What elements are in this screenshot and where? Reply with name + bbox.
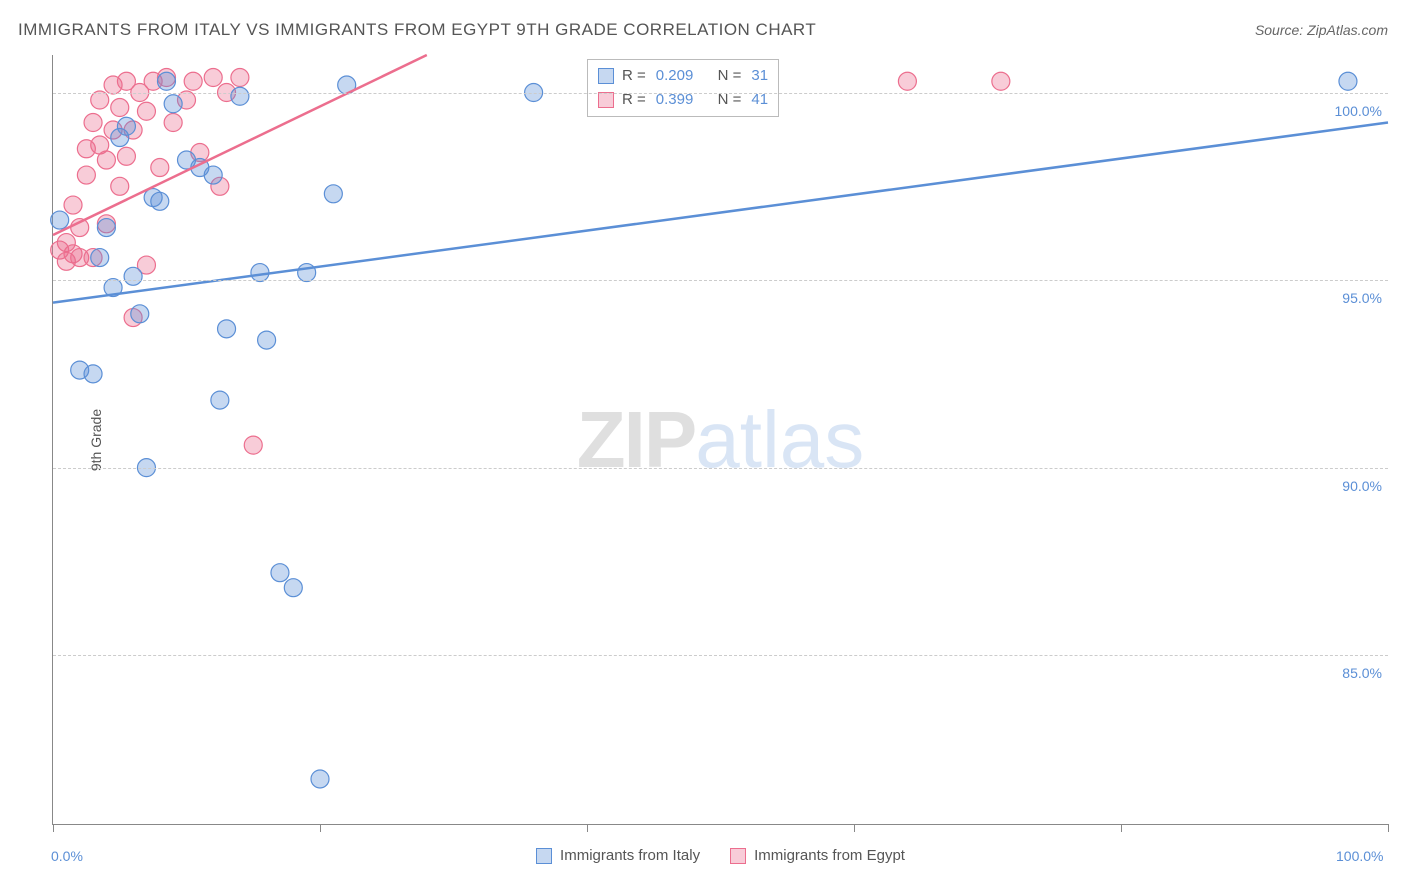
data-point [77,166,95,184]
legend-row: R = 0.209 N = 31 [598,64,768,88]
legend-label: Immigrants from Italy [560,847,700,864]
data-point [51,211,69,229]
y-tick-label: 85.0% [1342,665,1382,681]
data-point [271,564,289,582]
data-point [124,267,142,285]
data-point [324,185,342,203]
data-point [1339,72,1357,90]
legend-swatch [598,92,614,108]
data-point [84,114,102,132]
data-point [164,114,182,132]
data-point [244,436,262,454]
data-point [204,166,222,184]
legend-item: Immigrants from Italy [536,847,700,864]
data-point [111,177,129,195]
data-point [157,72,175,90]
data-point [231,69,249,87]
data-point [211,391,229,409]
data-point [117,117,135,135]
data-point [137,102,155,120]
x-tick-label: 100.0% [1336,848,1383,864]
data-point [111,99,129,117]
x-tick [587,824,588,832]
data-point [64,196,82,214]
series-legend: Immigrants from Italy Immigrants from Egy… [53,847,1388,864]
chart-svg [53,55,1388,824]
data-point [91,91,109,109]
legend-swatch [536,848,552,864]
legend-n-value: 31 [751,64,768,88]
data-point [117,147,135,165]
data-point [97,219,115,237]
data-point [151,192,169,210]
data-point [84,365,102,383]
legend-swatch [598,68,614,84]
x-tick [1388,824,1389,832]
data-point [231,87,249,105]
correlation-legend: R =0.209 N =31 R =0.399 N =41 [587,59,779,117]
x-tick [320,824,321,832]
data-point [284,579,302,597]
plot-area: 9th Grade ZIPatlas R =0.209 N =31 R =0.3… [52,55,1388,825]
gridline [53,655,1388,656]
legend-label: Immigrants from Egypt [754,847,905,864]
legend-item: Immigrants from Egypt [730,847,905,864]
source-credit: Source: ZipAtlas.com [1255,22,1388,38]
data-point [258,331,276,349]
data-point [184,72,202,90]
data-point [91,249,109,267]
x-tick-label: 0.0% [51,848,83,864]
y-tick-label: 100.0% [1335,103,1382,119]
data-point [97,151,115,169]
x-tick [53,824,54,832]
data-point [204,69,222,87]
gridline [53,280,1388,281]
data-point [164,95,182,113]
gridline [53,93,1388,94]
data-point [311,770,329,788]
data-point [131,305,149,323]
legend-swatch [730,848,746,864]
legend-r-value: 0.209 [656,64,694,88]
x-tick [854,824,855,832]
chart-title: IMMIGRANTS FROM ITALY VS IMMIGRANTS FROM… [18,20,816,40]
data-point [151,159,169,177]
data-point [898,72,916,90]
y-tick-label: 90.0% [1342,478,1382,494]
data-point [992,72,1010,90]
legend-r-label: R = [622,64,646,88]
gridline [53,468,1388,469]
legend-n-label: N = [718,64,742,88]
trend-line [53,123,1388,303]
y-tick-label: 95.0% [1342,290,1382,306]
data-point [218,320,236,338]
x-tick [1121,824,1122,832]
